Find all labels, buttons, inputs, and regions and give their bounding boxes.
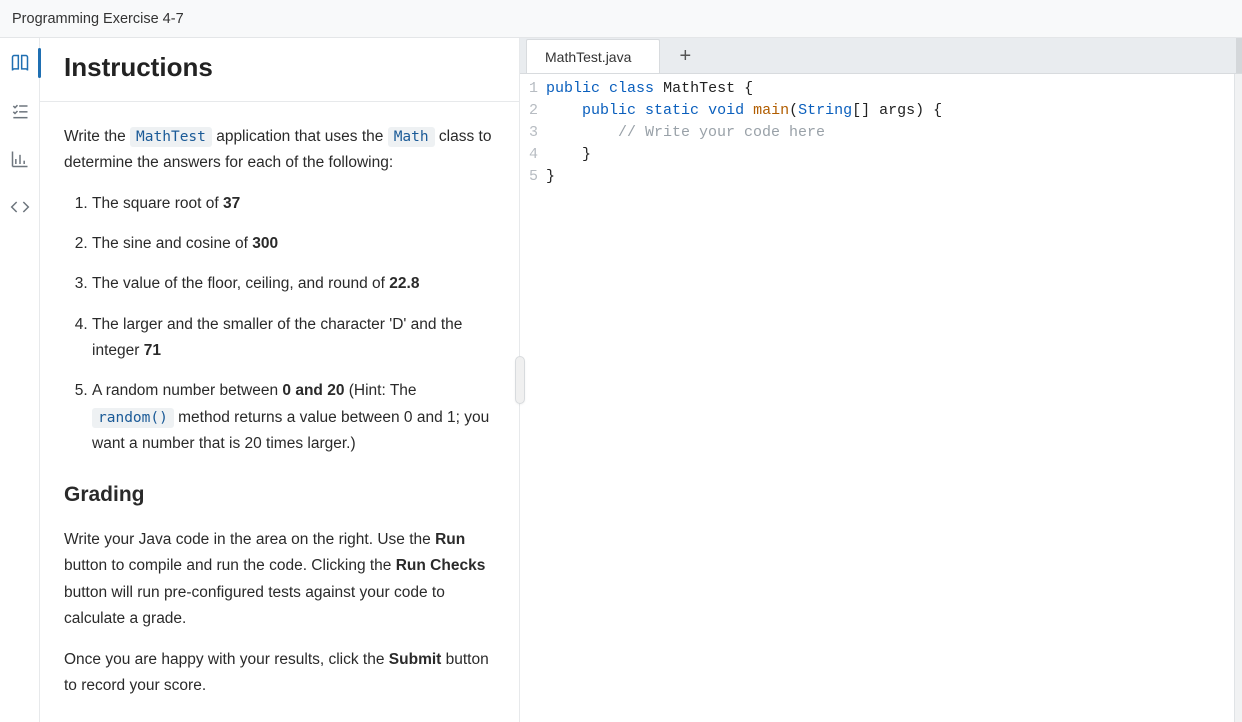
text: The value of the floor, ceiling, and rou… — [92, 275, 389, 292]
editor-scrollbar[interactable] — [1234, 74, 1242, 722]
grading-heading: Grading — [64, 477, 495, 513]
text: button will run pre-configured tests aga… — [64, 584, 445, 627]
list-item: The square root of 37 — [92, 191, 495, 217]
text: Write your Java code in the area on the … — [64, 531, 435, 548]
add-tab-button[interactable]: + — [668, 39, 702, 73]
line-number: 2 — [520, 100, 538, 122]
text-bold: 22.8 — [389, 275, 419, 292]
line-number: 4 — [520, 144, 538, 166]
token: ( — [789, 102, 798, 119]
code-icon[interactable] — [9, 196, 31, 218]
grading-p1: Write your Java code in the area on the … — [64, 527, 495, 632]
token-type: String — [798, 102, 852, 119]
text: The sine and cosine of — [92, 235, 252, 252]
text-bold: 37 — [223, 195, 240, 212]
list-icon[interactable] — [9, 100, 31, 122]
token-comment: // Write your code here — [618, 124, 825, 141]
text-bold: 71 — [144, 342, 161, 359]
main: Instructions Write the MathTest applicat… — [0, 38, 1242, 722]
token-keyword: public — [582, 102, 636, 119]
line-number: 3 — [520, 122, 538, 144]
line-number: 1 — [520, 78, 538, 100]
text-bold: 300 — [252, 235, 278, 252]
chart-icon[interactable] — [9, 148, 31, 170]
text-bold: Submit — [389, 651, 442, 668]
text: button to compile and run the code. Clic… — [64, 557, 396, 574]
line-number: 5 — [520, 166, 538, 188]
list-item: The sine and cosine of 300 — [92, 231, 495, 257]
line-gutter: 1 2 3 4 5 — [520, 74, 544, 722]
token — [546, 124, 618, 141]
code-content[interactable]: public class MathTest { public static vo… — [544, 74, 1242, 722]
task-list: The square root of 37 The sine and cosin… — [64, 191, 495, 458]
token-function: main — [753, 102, 789, 119]
left-sidebar — [0, 38, 40, 722]
code-mathtest: MathTest — [130, 127, 212, 147]
code-line: // Write your code here — [546, 122, 1242, 144]
text: (Hint: The — [344, 382, 416, 399]
token: { — [735, 80, 753, 97]
list-item: The value of the floor, ceiling, and rou… — [92, 271, 495, 297]
editor-tabbar: MathTest.java + — [520, 38, 1242, 74]
text: application that uses the — [212, 128, 388, 145]
tabbar-scroll-indicator — [1236, 38, 1242, 73]
book-icon[interactable] — [9, 52, 31, 74]
instructions-body: Write the MathTest application that uses… — [40, 102, 519, 722]
code-random: random() — [92, 408, 174, 428]
list-item: The larger and the smaller of the charac… — [92, 312, 495, 365]
code-line: } — [546, 166, 1242, 188]
code-line: public static void main(String[] args) { — [546, 100, 1242, 122]
token-keyword: class — [609, 80, 654, 97]
code-math: Math — [388, 127, 435, 147]
code-editor[interactable]: 1 2 3 4 5 public class MathTest { public… — [520, 74, 1242, 722]
intro-paragraph: Write the MathTest application that uses… — [64, 124, 495, 177]
instructions-panel: Instructions Write the MathTest applicat… — [40, 38, 520, 722]
text: A random number between — [92, 382, 282, 399]
list-item: A random number between 0 and 20 (Hint: … — [92, 378, 495, 457]
editor-tab-label: MathTest.java — [545, 49, 631, 65]
text-bold: 0 and 20 — [282, 382, 344, 399]
token — [546, 102, 582, 119]
topbar: Programming Exercise 4-7 — [0, 0, 1242, 38]
token: } — [546, 168, 555, 185]
text-bold: Run Checks — [396, 557, 486, 574]
page-title: Programming Exercise 4-7 — [12, 11, 184, 27]
code-line: public class MathTest { — [546, 78, 1242, 100]
token: } — [546, 146, 591, 163]
token-keyword: void — [708, 102, 744, 119]
editor-pane: MathTest.java + 1 2 3 4 5 public class M… — [520, 38, 1242, 722]
plus-icon: + — [680, 45, 692, 68]
token-keyword: static — [645, 102, 699, 119]
instructions-header: Instructions — [40, 38, 519, 102]
token: [] args) { — [852, 102, 942, 119]
text: Once you are happy with your results, cl… — [64, 651, 389, 668]
instructions-heading: Instructions — [64, 52, 495, 83]
token-keyword: public — [546, 80, 600, 97]
text: The square root of — [92, 195, 223, 212]
code-line: } — [546, 144, 1242, 166]
token-class: MathTest — [663, 80, 735, 97]
text: Write the — [64, 128, 130, 145]
text-bold: Run — [435, 531, 465, 548]
grading-p2: Once you are happy with your results, cl… — [64, 647, 495, 700]
editor-tab[interactable]: MathTest.java — [526, 39, 660, 73]
